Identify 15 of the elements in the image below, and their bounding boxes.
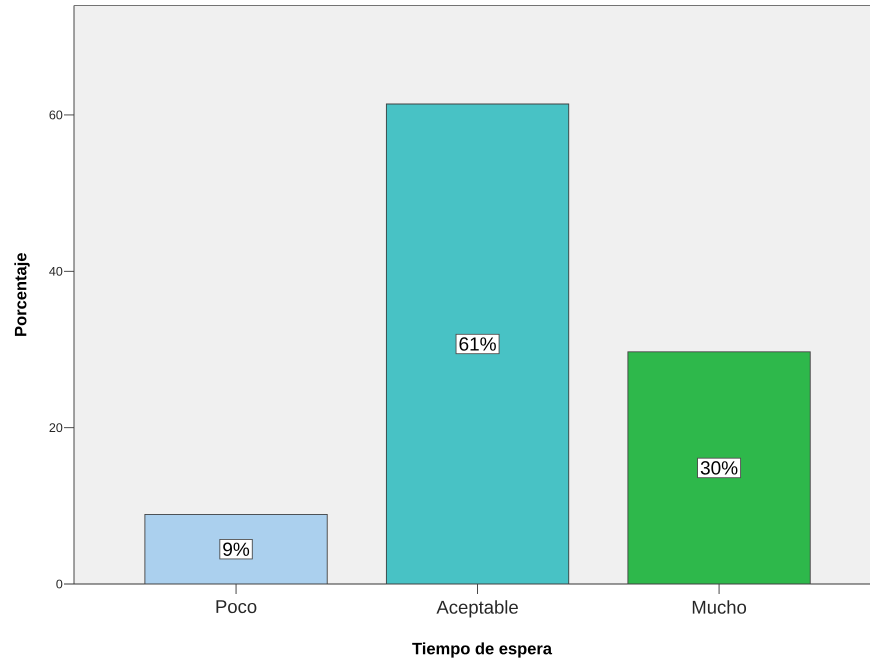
y-tick-label: 60 [50,110,62,120]
x-tick-label: Aceptable [436,600,518,618]
bar [627,351,811,584]
x-axis-title: Tiempo de espera [412,642,552,658]
x-tick-label: Poco [216,600,256,614]
data-label: 30% [700,461,738,475]
data-label: 61% [460,337,496,351]
bar [386,104,570,584]
y-tick-label: 20 [50,423,62,432]
y-tick-label: 40 [49,266,62,276]
bar [144,514,328,584]
y-axis-title: Porcentaje [14,253,30,336]
data-label: 9% [223,542,250,556]
y-tick-label: 0 [56,580,62,588]
x-tick-label: Mucho [692,600,746,614]
